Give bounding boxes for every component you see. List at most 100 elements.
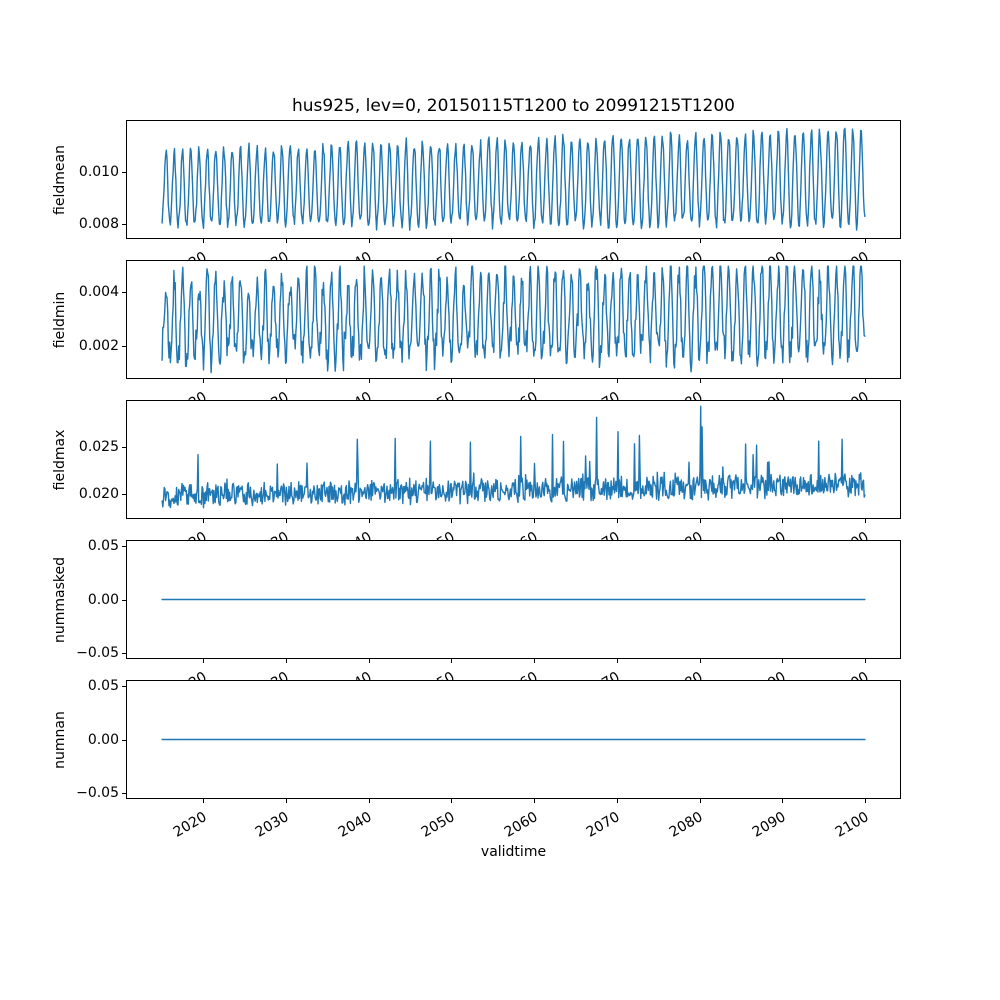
x-tick-label: 2020 bbox=[170, 809, 210, 841]
y-tick-label: 0.025 bbox=[78, 438, 119, 455]
x-tick-mark bbox=[616, 379, 618, 383]
x-tick-mark bbox=[285, 519, 287, 523]
x-tick-label: 2070 bbox=[584, 669, 623, 680]
x-tick-label: 2050 bbox=[419, 669, 458, 680]
x-tick-mark bbox=[203, 519, 205, 523]
y-tick-label: 0.004 bbox=[78, 284, 119, 301]
y-tick-mark bbox=[122, 599, 126, 601]
y-tick-label: 0.002 bbox=[78, 338, 119, 355]
x-tick-label: 2050 bbox=[419, 389, 458, 400]
x-tick-label: 2050 bbox=[419, 249, 458, 260]
x-tick-label: 2050 bbox=[419, 529, 458, 540]
x-tick-label: 2040 bbox=[335, 809, 375, 841]
x-tick-label: 2030 bbox=[253, 249, 292, 260]
y-tick-mark bbox=[122, 652, 126, 654]
x-tick-label-row: 2020 2030 2040 2050 2060 2070 2080 2090 2100 bbox=[0, 799, 1000, 845]
x-tick-label: 2060 bbox=[501, 809, 541, 841]
x-tick-mark bbox=[699, 379, 701, 383]
x-tick-mark bbox=[285, 239, 287, 243]
x-tick-label: 2020 bbox=[170, 249, 209, 260]
x-tick-label: 2090 bbox=[750, 249, 789, 260]
x-tick-mark bbox=[534, 659, 536, 663]
x-tick-mark bbox=[782, 799, 784, 803]
x-tick-mark bbox=[782, 239, 784, 243]
x-tick-label: 2040 bbox=[336, 389, 375, 400]
x-tick-label: 2090 bbox=[749, 809, 789, 841]
x-tick-label: 2100 bbox=[832, 389, 871, 400]
x-tick-mark bbox=[782, 379, 784, 383]
x-tick-mark bbox=[451, 799, 453, 803]
x-tick-label: 2040 bbox=[336, 249, 375, 260]
x-tick-mark bbox=[203, 239, 205, 243]
y-tick-label: 0.05 bbox=[87, 538, 119, 555]
axes-numnan bbox=[126, 680, 901, 799]
x-tick-mark bbox=[699, 239, 701, 243]
x-tick-label: 2100 bbox=[832, 809, 872, 841]
x-tick-mark bbox=[782, 519, 784, 523]
x-tick-label: 2070 bbox=[584, 809, 623, 841]
x-tick-label: 2090 bbox=[750, 529, 789, 540]
x-tick-mark bbox=[865, 519, 867, 523]
y-tick-mark bbox=[122, 792, 126, 794]
x-tick-mark bbox=[616, 239, 618, 243]
series-line-fieldmean bbox=[161, 127, 866, 231]
x-tick-mark bbox=[699, 799, 701, 803]
x-tick-label-row: 2020 2030 2040 2050 2060 2070 2080 2090 2100 bbox=[0, 519, 1000, 540]
x-tick-label: 2090 bbox=[750, 389, 789, 400]
x-tick-mark bbox=[699, 659, 701, 663]
x-tick-mark bbox=[865, 659, 867, 663]
y-tick-label: 0.020 bbox=[78, 486, 119, 503]
axes-fieldmin bbox=[126, 260, 901, 379]
y-tick-mark bbox=[122, 346, 126, 348]
x-tick-label: 2080 bbox=[667, 529, 706, 540]
x-tick-mark bbox=[451, 659, 453, 663]
x-tick-label: 2060 bbox=[501, 529, 540, 540]
x-tick-mark bbox=[616, 659, 618, 663]
x-tick-label: 2030 bbox=[253, 809, 292, 841]
x-axis-label: validtime bbox=[480, 844, 547, 860]
x-tick-label: 2080 bbox=[667, 669, 706, 680]
y-tick-label: 0.008 bbox=[78, 216, 119, 233]
x-tick-label-row: 2020 2030 2040 2050 2060 2070 2080 2090 2100 bbox=[0, 659, 1000, 680]
x-tick-mark bbox=[451, 379, 453, 383]
x-tick-mark bbox=[368, 519, 370, 523]
x-tick-label: 2040 bbox=[336, 669, 375, 680]
x-tick-mark bbox=[865, 379, 867, 383]
x-tick-label: 2060 bbox=[501, 669, 540, 680]
x-tick-label: 2100 bbox=[832, 669, 871, 680]
x-tick-mark bbox=[451, 239, 453, 243]
series-line-fieldmax bbox=[161, 405, 866, 509]
x-tick-mark bbox=[616, 519, 618, 523]
x-tick-mark bbox=[203, 799, 205, 803]
x-tick-mark bbox=[203, 379, 205, 383]
y-tick-label: −0.05 bbox=[76, 644, 119, 661]
plot-area-fieldmean bbox=[161, 127, 866, 231]
plot-area-nummasked bbox=[161, 598, 866, 601]
x-tick-mark bbox=[451, 519, 453, 523]
y-tick-mark bbox=[122, 739, 126, 741]
x-tick-mark bbox=[534, 239, 536, 243]
x-tick-label: 2080 bbox=[667, 249, 706, 260]
x-tick-label-row: 2020 2030 2040 2050 2060 2070 2080 2090 2100 bbox=[0, 239, 1000, 260]
x-tick-mark bbox=[285, 799, 287, 803]
x-tick-label: 2100 bbox=[832, 529, 871, 540]
plot-area-numnan bbox=[161, 738, 866, 741]
plot-area-fieldmin bbox=[161, 265, 866, 374]
series-line-fieldmin bbox=[161, 265, 866, 374]
x-tick-mark bbox=[203, 659, 205, 663]
y-tick-label: 0.00 bbox=[87, 731, 119, 748]
x-tick-mark bbox=[285, 659, 287, 663]
x-tick-mark bbox=[534, 799, 536, 803]
y-tick-mark bbox=[122, 494, 126, 496]
x-tick-mark bbox=[285, 379, 287, 383]
axes-fieldmax bbox=[126, 400, 901, 519]
plot-title: hus925, lev=0, 20150115T1200 to 20991215… bbox=[292, 96, 735, 116]
x-tick-mark bbox=[368, 239, 370, 243]
x-tick-mark bbox=[782, 659, 784, 663]
x-tick-label: 2060 bbox=[501, 389, 540, 400]
x-tick-mark bbox=[368, 799, 370, 803]
x-tick-label: 2020 bbox=[170, 389, 209, 400]
y-tick-label: 0.00 bbox=[87, 591, 119, 608]
x-tick-label: 2050 bbox=[418, 809, 458, 841]
